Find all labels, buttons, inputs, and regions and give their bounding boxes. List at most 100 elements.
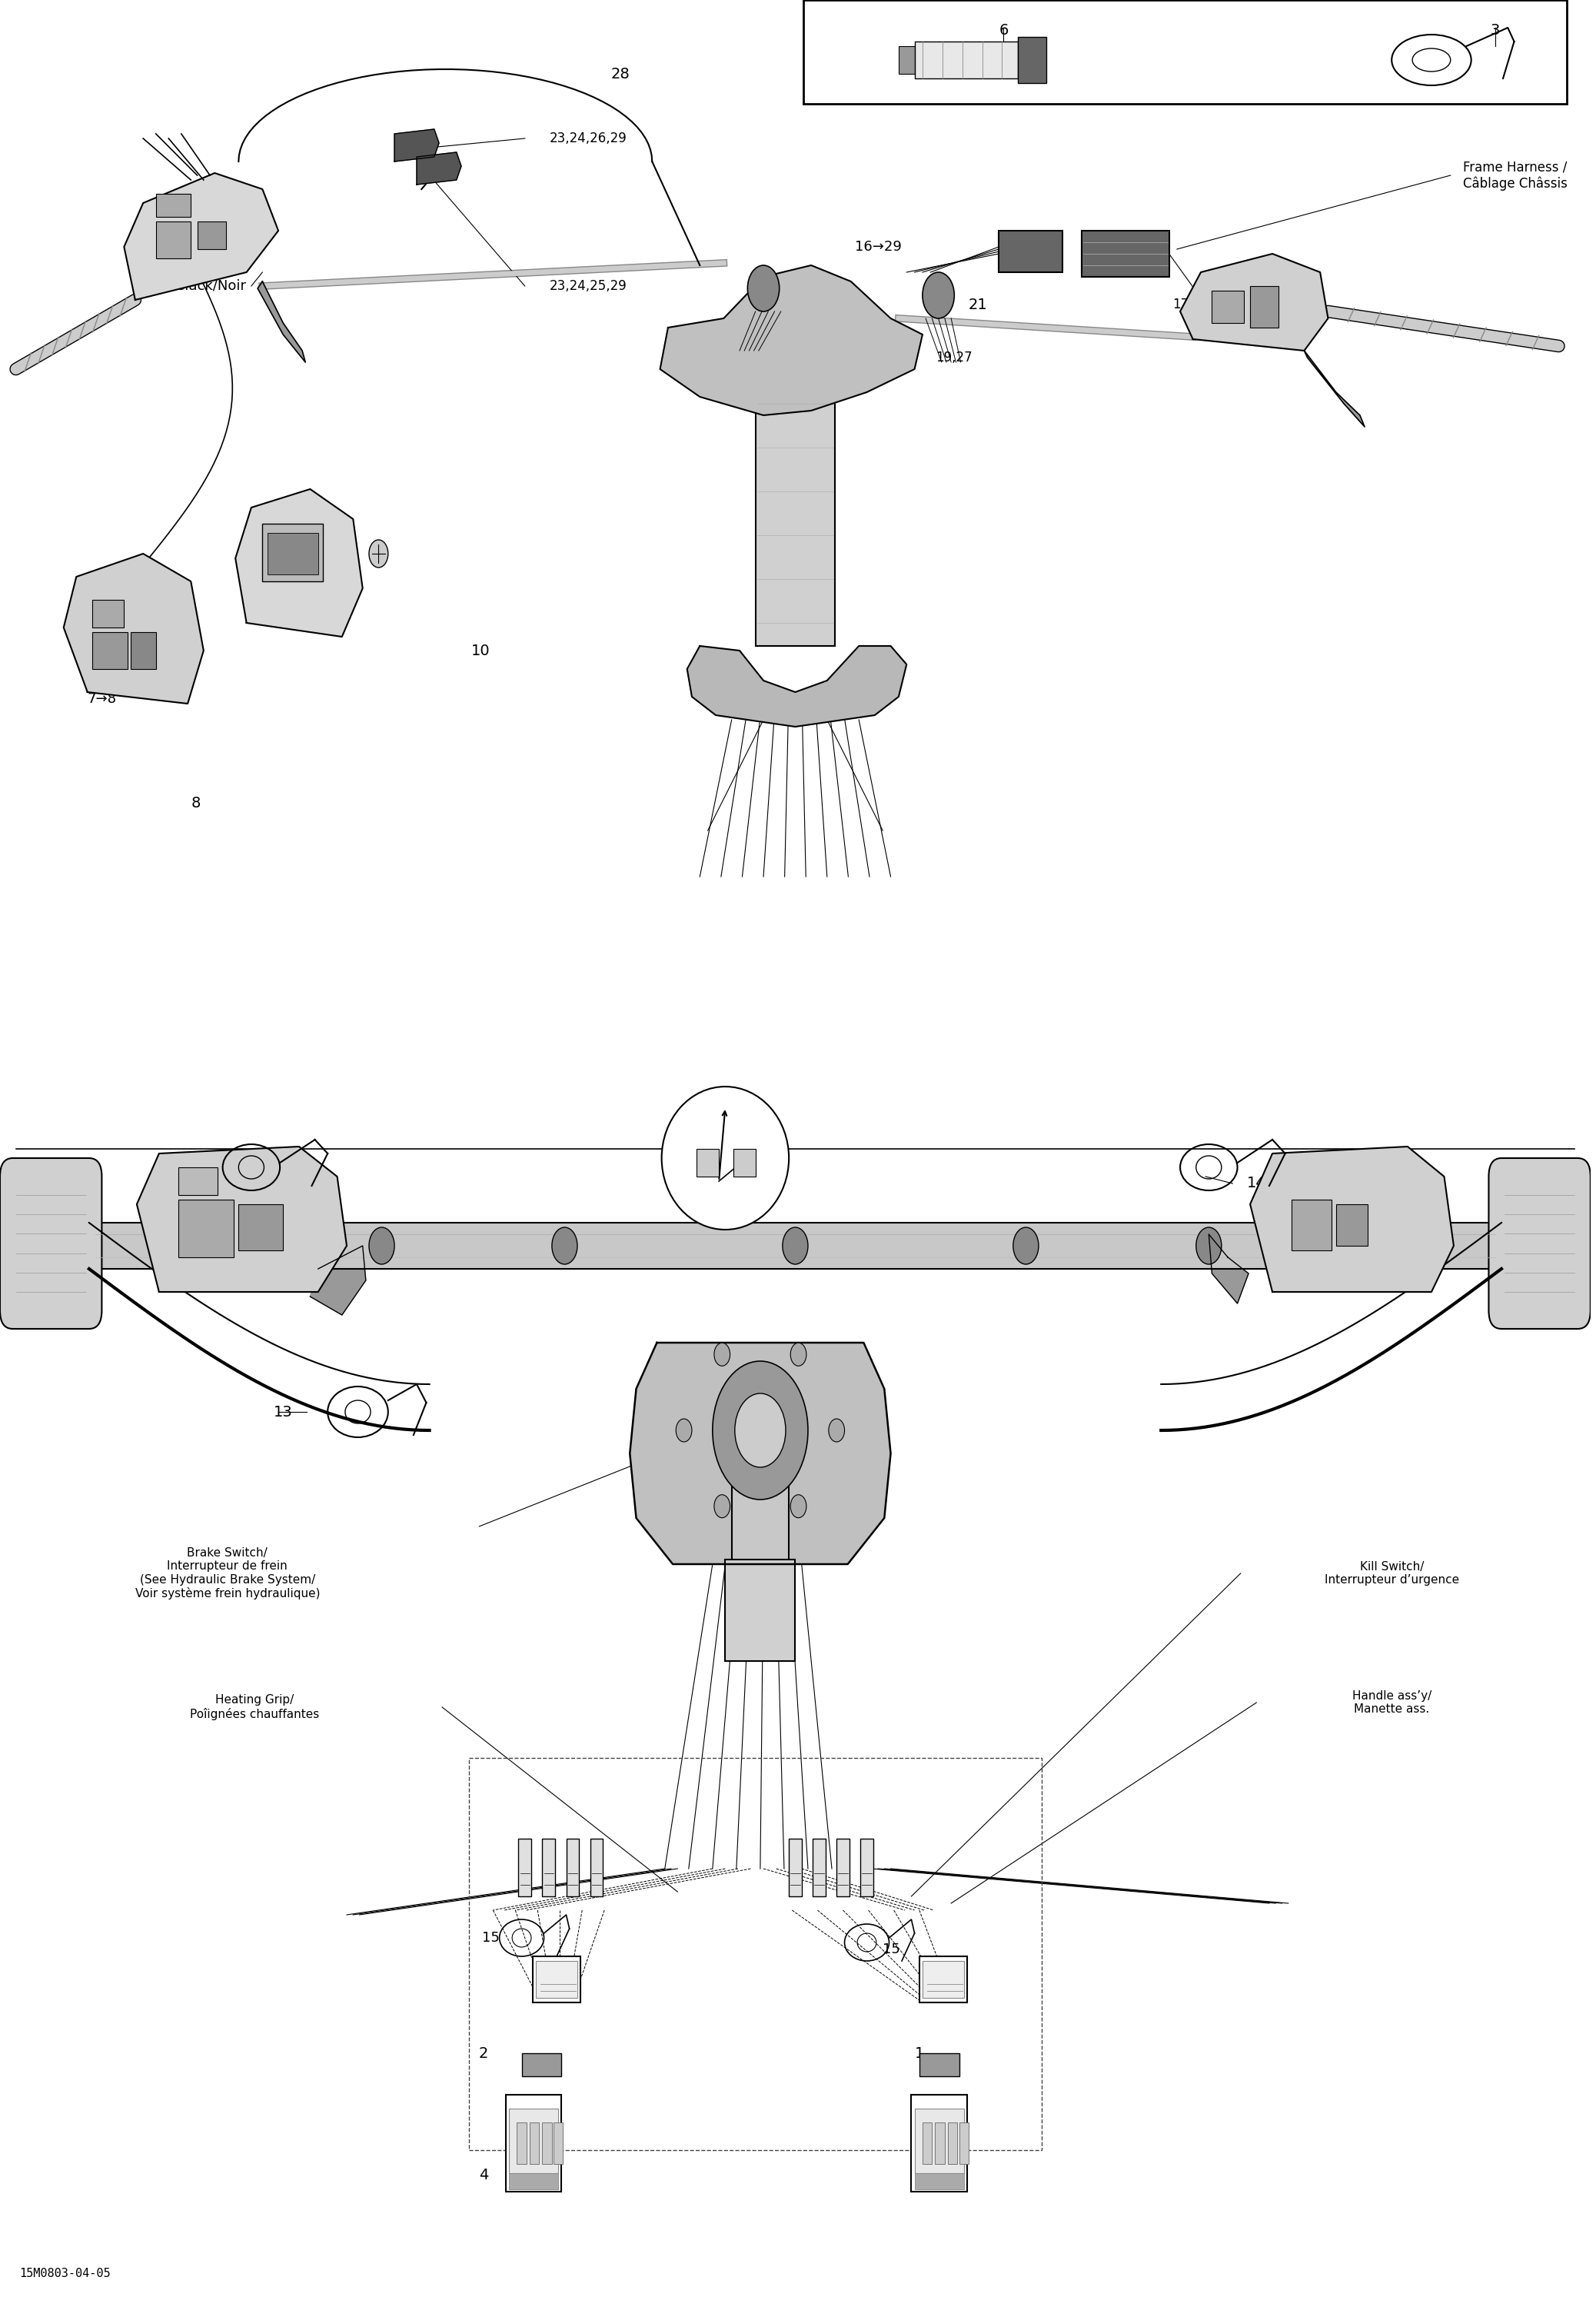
Polygon shape — [394, 129, 439, 161]
Text: 7→8: 7→8 — [88, 692, 117, 706]
Text: Handle ass’y/
Manette ass.: Handle ass’y/ Manette ass. — [1352, 1691, 1432, 1714]
Bar — [1291, 1200, 1331, 1250]
Text: Natural/Naturel: Natural/Naturel — [139, 235, 246, 249]
Polygon shape — [661, 265, 922, 415]
Circle shape — [369, 540, 388, 568]
Bar — [915, 2109, 964, 2173]
Circle shape — [713, 1495, 729, 1518]
Circle shape — [790, 1343, 806, 1366]
Circle shape — [734, 1393, 785, 1467]
Text: 14: 14 — [1246, 1177, 1266, 1190]
Bar — [93, 600, 124, 628]
Bar — [915, 2173, 964, 2189]
Bar — [179, 1200, 233, 1257]
Text: 5: 5 — [915, 2169, 924, 2182]
Bar — [860, 1839, 873, 1896]
Text: 15M0803-04-05: 15M0803-04-05 — [19, 2268, 110, 2279]
Text: 13: 13 — [273, 1405, 292, 1419]
Circle shape — [712, 1361, 808, 1500]
Text: 23,24,26,29: 23,24,26,29 — [549, 131, 627, 145]
Bar — [262, 524, 322, 581]
Bar — [509, 2109, 559, 2173]
Bar — [1082, 231, 1168, 277]
Text: Heating Grip/
Poîignées chauffantes: Heating Grip/ Poîignées chauffantes — [190, 1693, 319, 1721]
Bar — [803, 0, 1567, 104]
Bar — [131, 632, 156, 669]
Bar — [731, 1380, 788, 1564]
Bar — [267, 533, 318, 574]
Bar — [836, 1839, 849, 1896]
Bar — [567, 1839, 579, 1896]
Circle shape — [922, 272, 954, 318]
Text: 4: 4 — [479, 2169, 488, 2182]
Text: 15: 15 — [482, 1931, 500, 1945]
Bar — [530, 2122, 539, 2164]
Circle shape — [747, 265, 779, 311]
Circle shape — [369, 1227, 394, 1264]
Text: 1: 1 — [915, 2046, 924, 2060]
Polygon shape — [124, 173, 278, 300]
Text: 19,22: 19,22 — [713, 332, 750, 346]
Circle shape — [552, 1227, 578, 1264]
Bar — [522, 2053, 562, 2076]
Bar — [156, 194, 192, 217]
Bar — [93, 632, 128, 669]
Bar — [922, 1961, 964, 1998]
Text: 30: 30 — [715, 1154, 734, 1167]
Circle shape — [1013, 1227, 1039, 1264]
Polygon shape — [630, 1343, 891, 1564]
Circle shape — [790, 1495, 806, 1518]
FancyBboxPatch shape — [0, 1158, 102, 1329]
Text: Kill Switch/
Interrupteur d’urgence: Kill Switch/ Interrupteur d’urgence — [1325, 1562, 1459, 1585]
Polygon shape — [1208, 1234, 1248, 1303]
Text: 14: 14 — [185, 1177, 204, 1190]
Bar — [725, 1560, 795, 1661]
Polygon shape — [64, 554, 204, 704]
Text: Brake Switch/
Interrupteur de frein
(See Hydraulic Brake System/
Voir système fr: Brake Switch/ Interrupteur de frein (See… — [136, 1548, 319, 1599]
Circle shape — [1195, 1227, 1221, 1264]
Bar — [554, 2122, 563, 2164]
Text: 9: 9 — [313, 600, 322, 614]
FancyBboxPatch shape — [1489, 1158, 1591, 1329]
Polygon shape — [688, 646, 907, 727]
Bar — [536, 1961, 578, 1998]
Bar — [198, 221, 227, 249]
Bar — [1336, 1204, 1368, 1246]
Text: 3: 3 — [1491, 23, 1500, 37]
Polygon shape — [310, 1246, 365, 1315]
Text: 17,18,20: 17,18,20 — [1173, 298, 1229, 311]
Bar — [238, 1204, 282, 1250]
Bar — [89, 1223, 1502, 1269]
Text: 23,24,25,29: 23,24,25,29 — [549, 279, 627, 293]
Bar — [919, 2053, 959, 2076]
Text: 21: 21 — [969, 298, 988, 311]
Bar — [519, 1839, 531, 1896]
Bar — [509, 2173, 559, 2189]
Polygon shape — [417, 152, 461, 185]
Text: 2: 2 — [479, 2046, 488, 2060]
Bar — [948, 2122, 958, 2164]
Text: 28: 28 — [611, 67, 630, 81]
Bar — [696, 1149, 718, 1177]
Bar — [156, 221, 192, 258]
Bar — [179, 1167, 219, 1195]
Circle shape — [677, 1419, 691, 1442]
Bar — [919, 1956, 967, 2002]
Text: 19,27: 19,27 — [935, 351, 972, 365]
Bar — [915, 42, 1018, 78]
Circle shape — [713, 1343, 729, 1366]
Text: Frame Harness /
Câblage Châssis: Frame Harness / Câblage Châssis — [1464, 159, 1567, 191]
Text: 6: 6 — [999, 23, 1009, 37]
Bar — [591, 1839, 603, 1896]
Bar — [1211, 291, 1243, 323]
Bar — [533, 1956, 581, 2002]
Bar — [788, 1839, 801, 1896]
Text: 15: 15 — [883, 1942, 900, 1956]
Text: 8: 8 — [192, 796, 201, 810]
Bar — [911, 2095, 967, 2192]
Bar — [899, 46, 915, 74]
Text: Black/Noir: Black/Noir — [176, 279, 246, 293]
Text: 21: 21 — [769, 293, 788, 307]
Bar — [733, 1149, 755, 1177]
Bar — [812, 1839, 825, 1896]
